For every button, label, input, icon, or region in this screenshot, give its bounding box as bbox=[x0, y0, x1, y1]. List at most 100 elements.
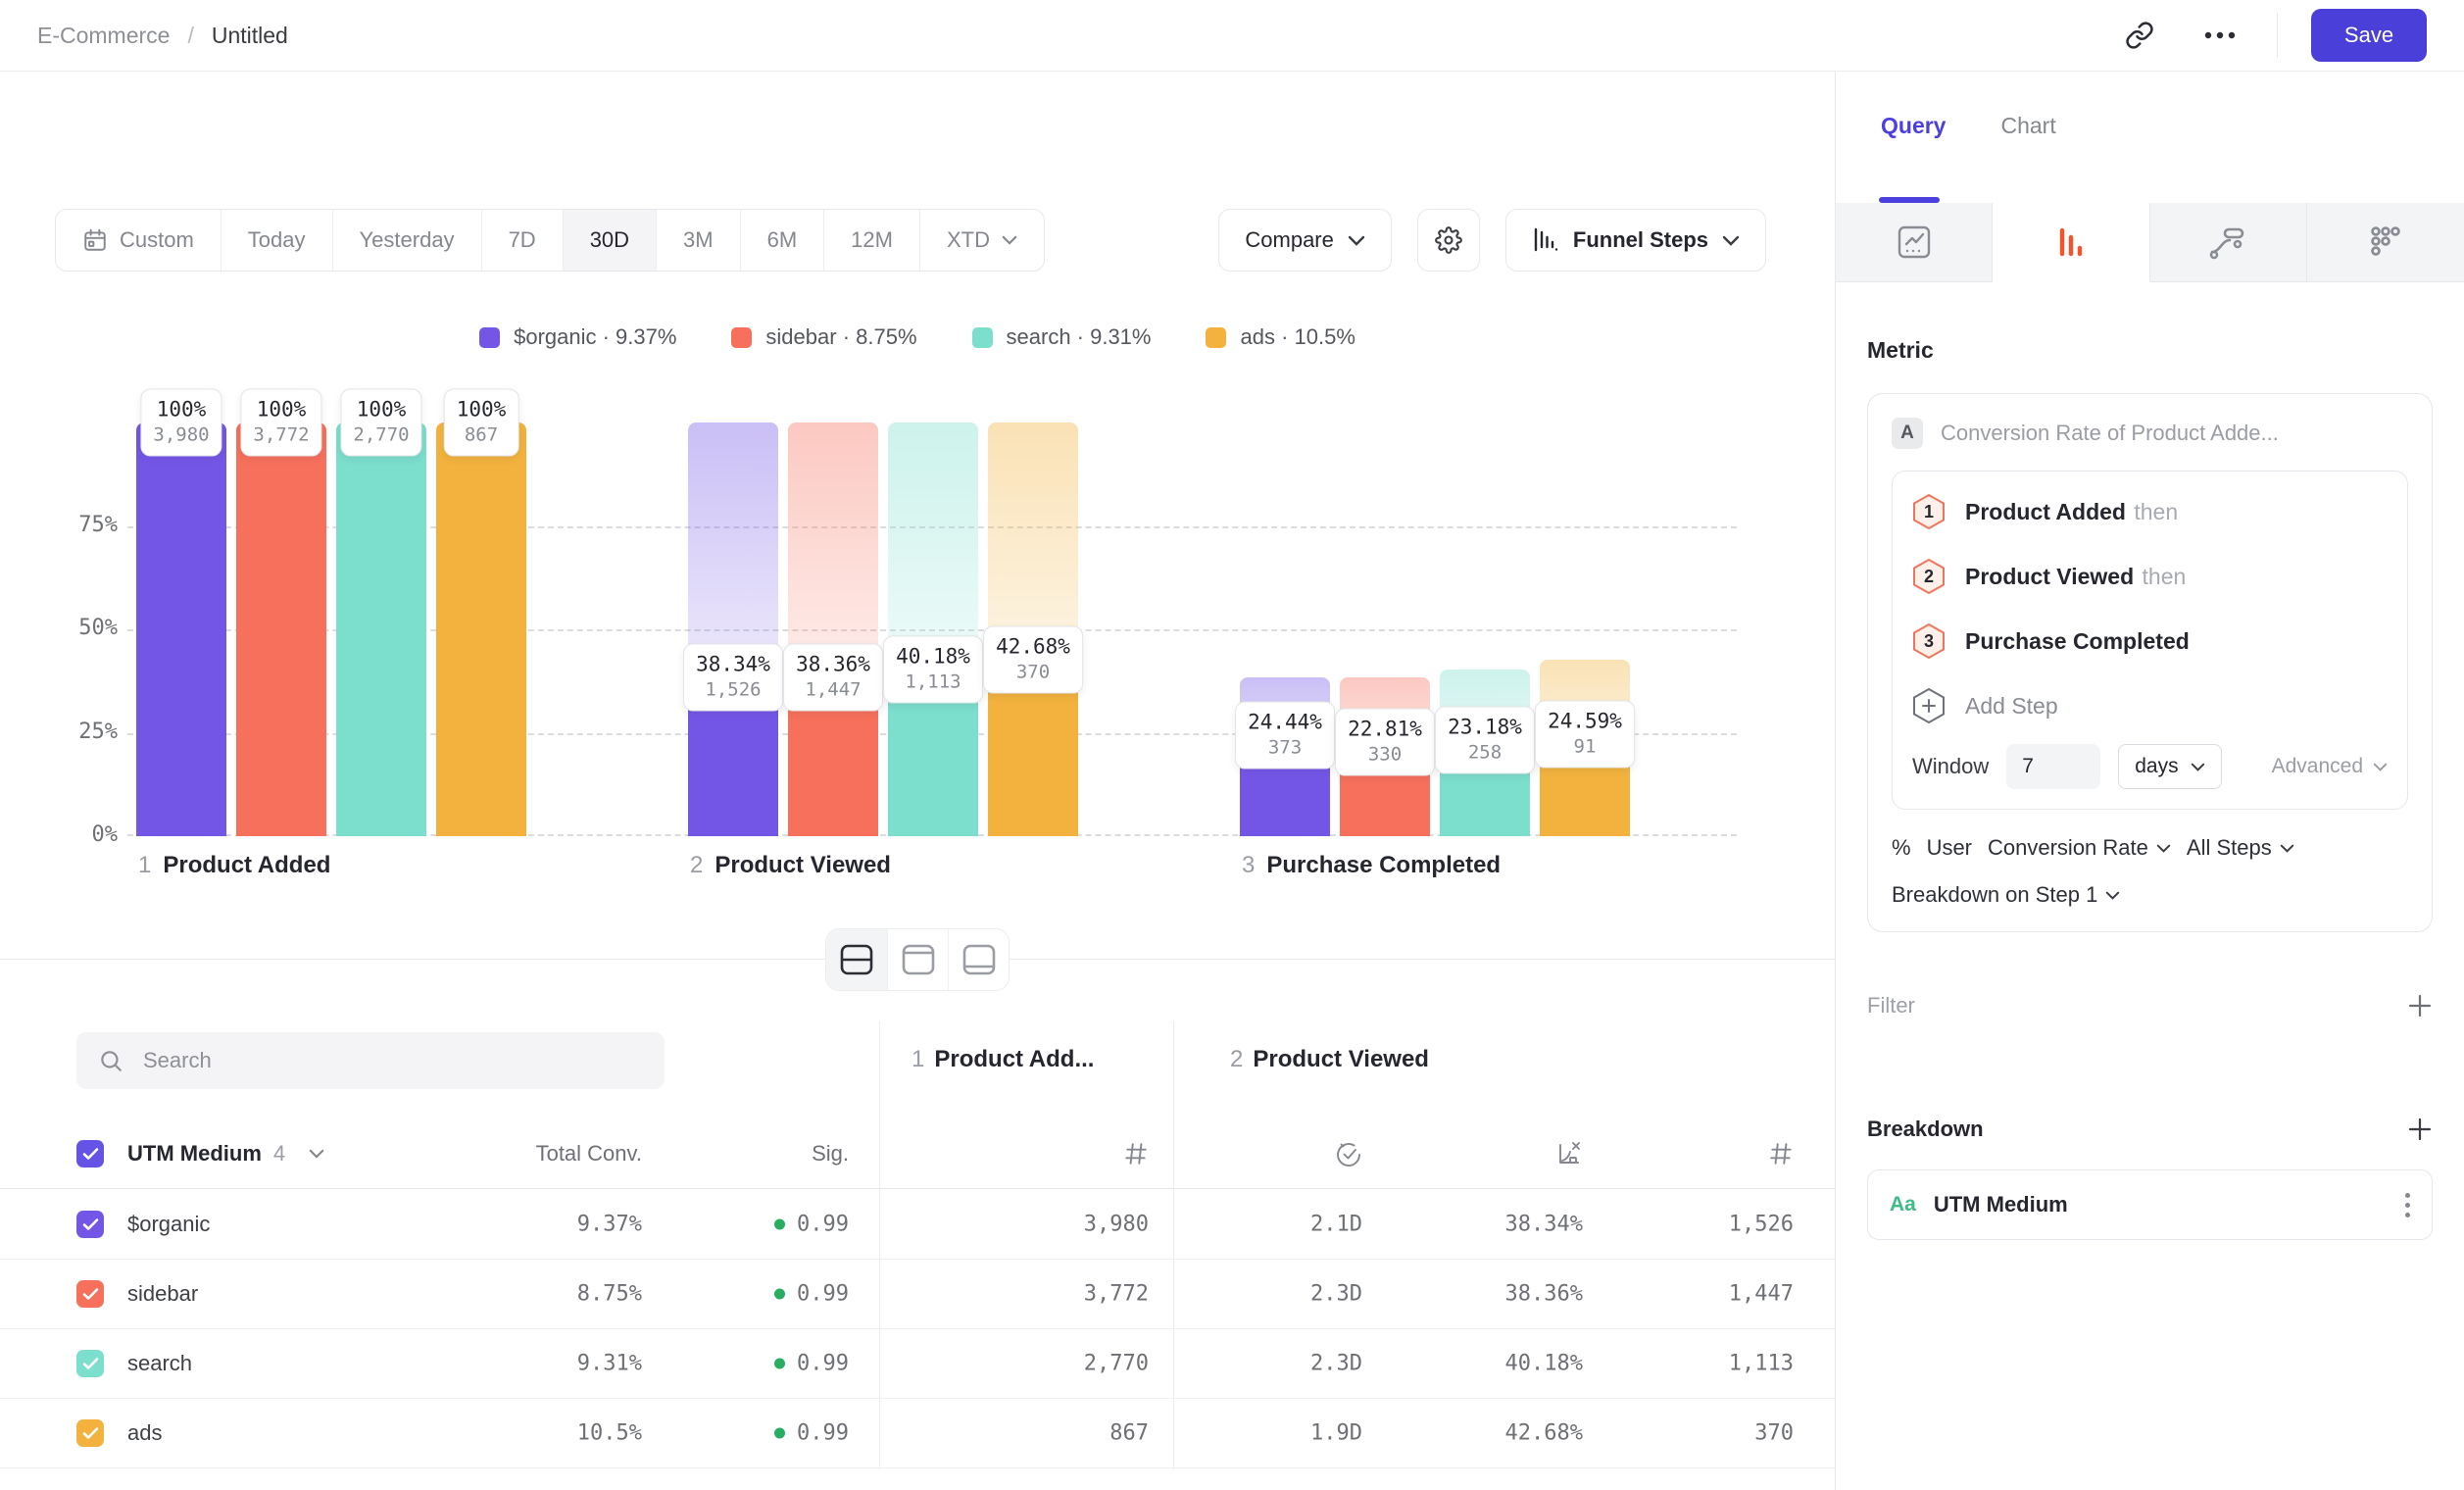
tab-chart[interactable]: Chart bbox=[2000, 113, 2055, 203]
breakdown-on-step-dropdown[interactable]: Breakdown on Step 1 bbox=[1892, 882, 2408, 908]
table-row-search: search 9.31% 0.99 2,770 2.3D 40.18% 1,11… bbox=[0, 1329, 1835, 1399]
funnel-bar-organic[interactable] bbox=[136, 422, 226, 836]
chart-settings-button[interactable] bbox=[1417, 209, 1480, 272]
layout-split-button[interactable] bbox=[826, 929, 887, 990]
date-range-xtd[interactable]: XTD bbox=[919, 210, 1044, 271]
add-step-button[interactable]: Add Step bbox=[1912, 673, 2388, 734]
breadcrumb-separator: / bbox=[187, 23, 193, 49]
share-link-button[interactable] bbox=[2116, 12, 2163, 59]
funnel-step-3[interactable]: 3Purchase Completed bbox=[1912, 609, 2388, 673]
row-checkbox[interactable] bbox=[76, 1350, 104, 1377]
step2-time: 2.3D bbox=[1310, 1282, 1362, 1307]
line-chart-tab[interactable] bbox=[1836, 203, 1993, 282]
kebab-menu-icon[interactable] bbox=[2405, 1193, 2410, 1217]
select-all-checkbox[interactable] bbox=[76, 1140, 104, 1167]
row-checkbox[interactable] bbox=[76, 1280, 104, 1308]
funnel-step-2[interactable]: 2Product Viewed then bbox=[1912, 544, 2388, 609]
date-range-today[interactable]: Today bbox=[221, 210, 332, 271]
date-range-30d[interactable]: 30D bbox=[563, 210, 656, 271]
funnel-chart-tab[interactable] bbox=[1993, 203, 2149, 282]
save-button[interactable]: Save bbox=[2311, 9, 2427, 62]
advanced-dropdown[interactable]: Advanced bbox=[2272, 755, 2388, 778]
gear-icon bbox=[1435, 226, 1462, 254]
bar-count-label: 373 bbox=[1248, 735, 1322, 760]
chart-toolbar: CustomTodayYesterday7D30D3M6M12MXTD Comp… bbox=[55, 209, 1766, 272]
more-actions-button[interactable] bbox=[2196, 12, 2243, 59]
layout-chart-only-button[interactable] bbox=[887, 929, 948, 990]
chevron-down-icon[interactable] bbox=[309, 1149, 324, 1159]
legend-item[interactable]: sidebar · 8.75% bbox=[731, 324, 916, 350]
date-range-3m[interactable]: 3M bbox=[656, 210, 740, 271]
count-column-icon[interactable] bbox=[1768, 1141, 1794, 1167]
table-search bbox=[76, 1032, 665, 1089]
breadcrumb-project[interactable]: E-Commerce bbox=[37, 23, 170, 49]
metric-title[interactable]: Conversion Rate of Product Adde... bbox=[1941, 421, 2279, 446]
bar-value-callout: 100% 3,980 bbox=[140, 389, 222, 457]
add-breakdown-button[interactable] bbox=[2407, 1117, 2433, 1142]
date-range-7d[interactable]: 7D bbox=[481, 210, 563, 271]
table-step1-title: 1Product Add... bbox=[912, 1046, 1094, 1073]
row-checkbox[interactable] bbox=[76, 1211, 104, 1238]
date-range-custom[interactable]: Custom bbox=[56, 210, 221, 271]
svg-text:1: 1 bbox=[1924, 502, 1934, 522]
measure-dropdown[interactable]: Conversion Rate bbox=[1988, 835, 2171, 861]
count-column-icon[interactable] bbox=[1123, 1141, 1149, 1167]
window-value-input[interactable] bbox=[2006, 744, 2100, 789]
compare-button[interactable]: Compare bbox=[1218, 209, 1391, 272]
bar-slot: 100% 3,980 bbox=[136, 422, 226, 836]
retention-grid-tab[interactable] bbox=[2307, 203, 2464, 282]
date-range-yesterday[interactable]: Yesterday bbox=[332, 210, 481, 271]
step-axis-label: 3Purchase Completed bbox=[1242, 852, 1501, 879]
date-range-6m[interactable]: 6M bbox=[740, 210, 824, 271]
legend-item[interactable]: ads · 10.5% bbox=[1206, 324, 1355, 350]
group-column-label[interactable]: UTM Medium bbox=[127, 1141, 262, 1167]
table-step2-title: 2Product Viewed bbox=[1230, 1046, 1429, 1073]
measurement-row: % User Conversion Rate All Steps bbox=[1892, 835, 2408, 861]
total-conv-header[interactable]: Total Conv. bbox=[536, 1141, 642, 1167]
funnel-bar-search[interactable] bbox=[336, 422, 426, 836]
breakdown-property-card[interactable]: Aa UTM Medium bbox=[1867, 1169, 2433, 1240]
funnel-step-1[interactable]: 1Product Added then bbox=[1912, 479, 2388, 544]
bar-slot: 23.18% 258 bbox=[1440, 422, 1530, 836]
window-unit-select[interactable]: days bbox=[2118, 744, 2221, 789]
row-checkbox[interactable] bbox=[76, 1419, 104, 1447]
funnel-chart-icon bbox=[2051, 223, 2091, 262]
legend-item[interactable]: search · 9.31% bbox=[972, 324, 1152, 350]
funnel-step-group: 24.44% 37322.81% 33023.18% 25824.59% 913… bbox=[1240, 422, 1630, 836]
layout-table-only-button[interactable] bbox=[948, 929, 1009, 990]
bar-rate-label: 42.68% bbox=[996, 633, 1070, 660]
chart-type-button[interactable]: Funnel Steps bbox=[1505, 209, 1766, 272]
main-content: CustomTodayYesterday7D30D3M6M12MXTD Comp… bbox=[0, 72, 1835, 1490]
funnel-bar-sidebar[interactable] bbox=[236, 422, 326, 836]
tab-query[interactable]: Query bbox=[1881, 113, 1946, 203]
significance-dot bbox=[774, 1219, 785, 1230]
flow-chart-tab[interactable] bbox=[2150, 203, 2307, 282]
date-range-12m[interactable]: 12M bbox=[823, 210, 919, 271]
step1-count: 3,980 bbox=[1084, 1213, 1149, 1237]
bar-count-label: 867 bbox=[457, 423, 507, 448]
time-to-convert-column-icon[interactable] bbox=[1335, 1140, 1362, 1167]
steps-scope-dropdown[interactable]: All Steps bbox=[2187, 835, 2294, 861]
metric-card: A Conversion Rate of Product Adde... 1Pr… bbox=[1867, 393, 2433, 932]
funnel-chart: 75%50%25%0%100% 3,980100% 3,772100% 2,77… bbox=[0, 422, 1835, 836]
sig-header[interactable]: Sig. bbox=[812, 1141, 849, 1167]
breadcrumb-current[interactable]: Untitled bbox=[212, 23, 288, 49]
funnel-bar-ads[interactable] bbox=[436, 422, 526, 836]
bar-count-label: 3,980 bbox=[153, 423, 209, 448]
measured-entity[interactable]: User bbox=[1927, 835, 1972, 861]
bar-slot: 22.81% 330 bbox=[1340, 422, 1430, 836]
add-filter-button[interactable] bbox=[2407, 993, 2433, 1018]
sig-value: 0.99 bbox=[774, 1282, 849, 1307]
bar-value-callout: 42.68% 370 bbox=[983, 625, 1083, 693]
total-conv-value: 8.75% bbox=[577, 1282, 642, 1307]
layout-top-icon bbox=[902, 944, 935, 975]
bars: 100% 3,980100% 3,772100% 2,770100% 8671P… bbox=[136, 422, 1630, 836]
breakdown-section: Breakdown bbox=[1867, 1117, 2433, 1142]
step-axis-label: 2Product Viewed bbox=[690, 852, 891, 879]
step2-rate: 40.18% bbox=[1505, 1352, 1583, 1376]
legend-item[interactable]: $organic · 9.37% bbox=[479, 324, 676, 350]
conversion-column-icon[interactable] bbox=[1553, 1139, 1583, 1168]
bar-rate-label: 100% bbox=[153, 397, 209, 423]
search-input[interactable] bbox=[141, 1047, 643, 1074]
y-axis-tick: 25% bbox=[29, 720, 118, 744]
